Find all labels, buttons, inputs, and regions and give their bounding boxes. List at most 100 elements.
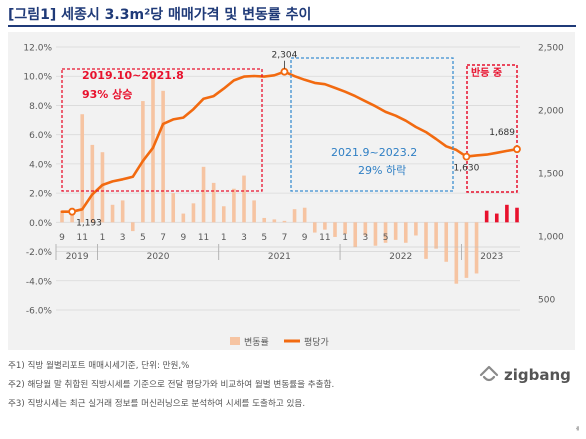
x-axis-year-label: 2023 (480, 252, 503, 262)
x-axis-year-label: 2019 (66, 252, 89, 262)
rebound-box (466, 64, 518, 193)
x-axis-month-label: 9 (302, 233, 308, 243)
x-axis-month-label: 7 (282, 233, 288, 243)
x-axis-year-label: 2022 (389, 252, 412, 262)
price-point-marker (68, 207, 77, 216)
rate-bar (323, 222, 327, 230)
price-point-marker (280, 67, 289, 76)
left-axis-tick-label: -6.0% (26, 307, 53, 317)
rate-bar (505, 204, 509, 223)
x-axis-year-label: 2020 (147, 252, 170, 262)
rate-bar (252, 200, 256, 223)
footnote-3: 주3) 직방시세는 최근 실거래 정보를 머신러닝으로 분석하여 시세를 도출하… (8, 399, 306, 409)
price-point-label: 2,304 (272, 51, 298, 61)
legend-bar-swatch (230, 337, 240, 345)
x-axis-month-label: 11 (76, 233, 87, 243)
x-axis-month-label: 7 (160, 233, 166, 243)
x-axis-month-label: 9 (59, 233, 65, 243)
price-point-label: 1,689 (489, 128, 515, 138)
footnote-2: 주2) 해당월 말 취합된 직방시세를 기준으로 전달 평당가와 비교하여 월별… (8, 380, 335, 390)
rate-bar (90, 144, 95, 223)
rise-box (61, 68, 263, 192)
price-point-marker (462, 152, 471, 161)
rate-bar (211, 182, 216, 223)
rise-box-period: 2019.10~2021.8 (82, 69, 184, 82)
rate-bar (282, 220, 287, 223)
left-axis-tick-label: -4.0% (26, 277, 53, 287)
left-axis-tick-label: 8.0% (29, 102, 52, 112)
rise-box-value: 93% 상승 (82, 87, 132, 101)
rate-bar (130, 222, 135, 232)
chart-canvas: 12.0% 10.0% 8.0% 6.0% 4.0% 2.0% 0.0% -2.0% -4.0%… (23, 44, 564, 349)
rate-bar (363, 222, 368, 236)
x-axis-month-label: 11 (198, 233, 209, 243)
corner-mark: ᅦ (572, 426, 580, 435)
left-axis-tick-label: 6.0% (29, 131, 52, 141)
rate-bar (191, 203, 196, 223)
zigbang-logo: zigbang (478, 364, 571, 386)
x-axis-month-label: 9 (180, 233, 186, 243)
rate-bar (181, 213, 186, 223)
rate-bar (292, 209, 297, 223)
rate-bar (201, 166, 206, 223)
title-underline (8, 25, 576, 27)
page-title: [그림1] 세종시 3.3m²당 매매가격 및 변동률 추이 (8, 7, 312, 23)
legend-line-label: 평당가 (304, 337, 329, 348)
x-axis-month-label: 3 (362, 233, 368, 243)
rebound-box-label: 반등 중 (471, 66, 502, 79)
right-axis-tick-label: 1,500 (538, 170, 564, 180)
price-point-label: 1,193 (76, 219, 102, 229)
right-axis-tick-label: 2,500 (538, 44, 564, 54)
rate-bar (494, 213, 499, 223)
rate-bar (242, 175, 246, 223)
rate-bar (312, 222, 317, 233)
rate-bar (434, 222, 438, 249)
rate-bar (120, 200, 125, 223)
rate-bar (424, 222, 428, 259)
rate-bar (333, 222, 337, 237)
rate-bar (100, 152, 105, 223)
left-axis-tick-label: 2.0% (29, 190, 52, 200)
x-axis-month-label: 1 (221, 233, 227, 243)
rate-bar (383, 222, 388, 243)
left-axis-tick-label: -2.0% (26, 248, 53, 258)
x-axis-month-label: 1 (100, 233, 106, 243)
legend-bar-label: 변동률 (244, 337, 269, 348)
right-axis-tick-label: 2,000 (538, 107, 564, 117)
left-axis-tick-label: 12.0% (23, 44, 52, 54)
x-axis-year-label: 2021 (268, 252, 291, 262)
right-axis: 2,500 2,000 1,500 1,000 500 (538, 44, 564, 306)
rate-bar (302, 207, 307, 223)
x-axis-month-label: 3 (120, 233, 126, 243)
price-line-path (60, 70, 519, 213)
rate-bar (403, 222, 408, 243)
rate-bar (221, 206, 226, 223)
price-point-label: 1,630 (454, 164, 480, 174)
zigbang-logo-text: zigbang (504, 366, 571, 384)
x-axis-month-label: 5 (140, 233, 146, 243)
rate-bar (343, 222, 347, 235)
fall-box (290, 57, 454, 192)
price-line (60, 70, 519, 213)
x-axis-month-label: 5 (261, 233, 267, 243)
footnote-1: 주1) 직방 월별리포트 매매시세기준, 단위: 만원,% (8, 361, 190, 371)
right-axis-tick-label: 500 (538, 296, 555, 306)
rate-bar (414, 222, 418, 236)
footnotes: 주1) 직방 월별리포트 매매시세기준, 단위: 만원,% 주2) 해당월 말 … (8, 357, 334, 414)
rate-bar (444, 222, 449, 262)
rate-bar (272, 219, 277, 223)
fall-box-value: 29% 하락 (358, 163, 406, 177)
rate-bar (171, 193, 176, 223)
point-labels: 1,193 2,304 1,630 1,689 (68, 51, 521, 229)
x-axis-month-label: 5 (383, 233, 389, 243)
rate-bar (464, 222, 469, 278)
rate-bar (353, 222, 358, 248)
left-axis-tick-label: 4.0% (29, 160, 52, 170)
price-point-marker (513, 145, 521, 154)
left-axis: 12.0% 10.0% 8.0% 6.0% 4.0% 2.0% 0.0% -2.0% -4.0%… (23, 44, 52, 317)
x-axis-month-label: 3 (241, 233, 247, 243)
rate-bar (110, 204, 115, 223)
rate-bar (515, 207, 519, 223)
rate-bar (232, 188, 236, 223)
